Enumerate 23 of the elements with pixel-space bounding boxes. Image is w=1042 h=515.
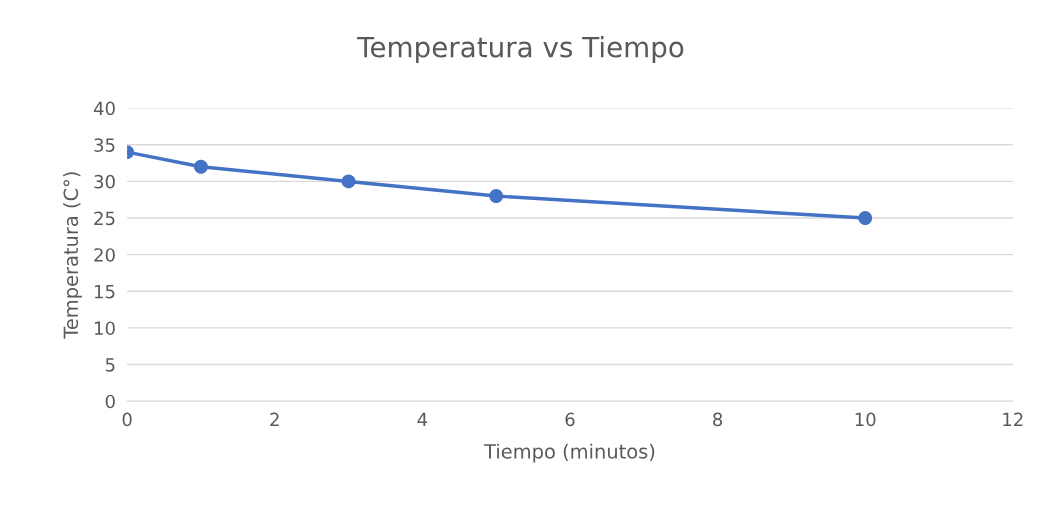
x-tick-label: 8 [713, 412, 723, 427]
x-tick-label: 0 [122, 412, 132, 427]
x-tick-label: 10 [855, 412, 876, 427]
y-tick-label: 5 [105, 358, 115, 372]
chart-title: Temperatura vs Tiempo [357, 36, 684, 63]
point [193, 159, 208, 174]
point [489, 189, 504, 204]
y-tick-label: 10 [95, 321, 115, 336]
x-tick-label: 2 [270, 412, 279, 427]
y-tick-label: 20 [94, 248, 115, 262]
x-axis-title: Tiempo (minutos) [484, 443, 655, 463]
y-tick-label: 0 [105, 394, 115, 409]
x-tick-label: 4 [417, 412, 428, 427]
y-tick-label: 30 [94, 174, 115, 189]
x-tick-label: 12 [1003, 412, 1023, 427]
y-axis-title: Temperatura (C°) [63, 172, 82, 339]
point [858, 211, 873, 225]
point [341, 174, 356, 189]
y-tick-label: 25 [94, 211, 115, 226]
y-tick-label: 40 [93, 101, 115, 116]
y-tick-label: 35 [94, 138, 115, 152]
y-tick-label: 15 [95, 284, 115, 299]
x-tick-label: 6 [565, 412, 575, 427]
